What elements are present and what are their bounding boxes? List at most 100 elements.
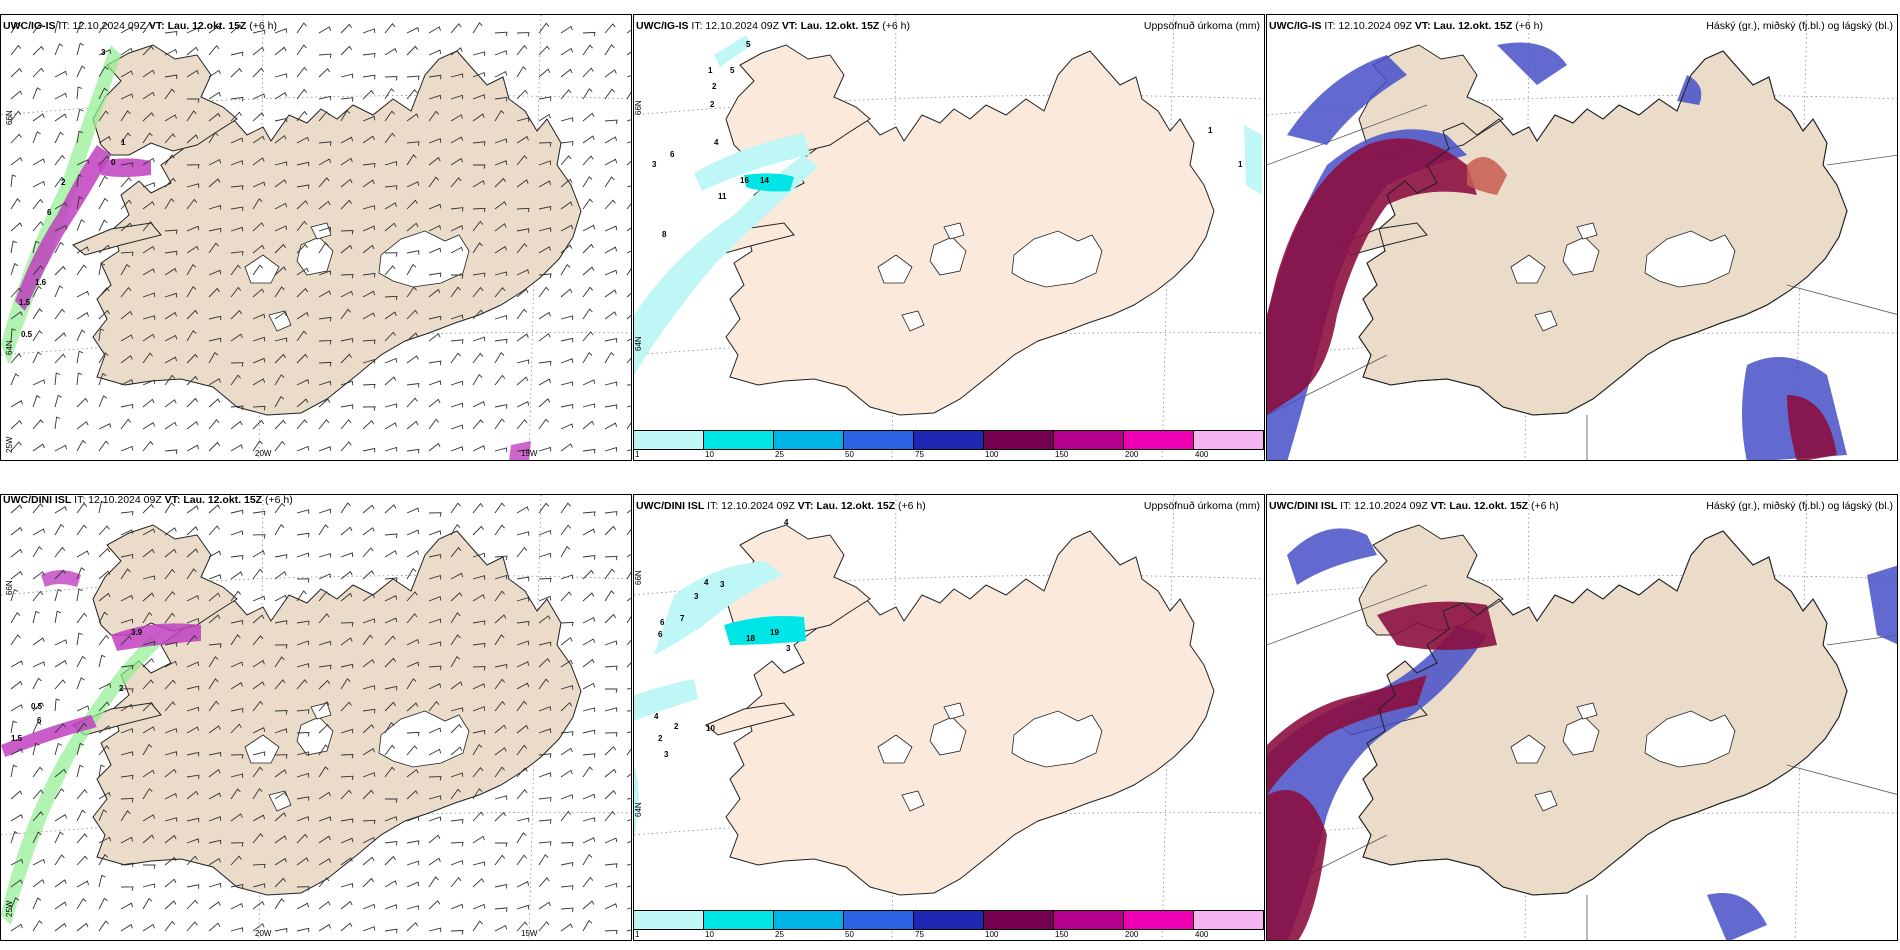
glacier-outline bbox=[310, 222, 332, 240]
wind-barb bbox=[472, 502, 484, 514]
wind-barb bbox=[32, 677, 42, 690]
wind-barbs bbox=[10, 20, 631, 454]
wind-barb bbox=[252, 112, 265, 122]
wind-barb bbox=[560, 68, 573, 78]
wind-barb bbox=[472, 352, 484, 364]
wind-barb bbox=[406, 263, 417, 276]
wind-barb bbox=[582, 707, 596, 712]
wind-barb bbox=[120, 751, 134, 756]
wind-barb bbox=[230, 111, 242, 122]
wind-barb bbox=[230, 96, 244, 102]
wind-barb bbox=[32, 637, 45, 646]
wind-barb bbox=[560, 89, 572, 100]
wind-barb bbox=[362, 244, 375, 254]
wind-barb bbox=[142, 45, 154, 56]
wind-barb bbox=[626, 405, 631, 408]
glacier-outline bbox=[1644, 710, 1736, 768]
panel-title: UWC/IG-IS IT: 12.10.2024 09Z VT: Lau. 12… bbox=[1269, 20, 1543, 32]
wind-barb bbox=[340, 109, 351, 122]
wind-barb bbox=[384, 701, 396, 712]
wind-barb bbox=[362, 28, 376, 34]
glacier-outline bbox=[378, 710, 470, 768]
precip-area-light bbox=[634, 765, 639, 835]
wind-barb bbox=[274, 374, 285, 386]
wind-barb bbox=[32, 721, 42, 734]
wind-barb bbox=[252, 67, 264, 78]
wind-barb bbox=[98, 745, 110, 756]
wind-barb bbox=[604, 136, 618, 144]
wind-barb bbox=[98, 701, 110, 712]
wind-barb bbox=[76, 65, 86, 78]
wind-barb bbox=[604, 337, 618, 343]
precip-amount-label: 3 bbox=[720, 580, 725, 589]
wind-barb bbox=[274, 225, 288, 232]
wind-barb bbox=[186, 420, 199, 430]
wind-barb bbox=[516, 682, 530, 690]
precip-magenta-band bbox=[1, 715, 97, 757]
precip-colorbar bbox=[634, 910, 1264, 930]
wind-barb bbox=[318, 640, 332, 646]
glacier-outline bbox=[1576, 222, 1598, 240]
wind-barb bbox=[318, 226, 332, 232]
wind-barb bbox=[428, 927, 442, 933]
wind-barb bbox=[230, 226, 244, 232]
wind-barb bbox=[164, 154, 175, 166]
wind-barb bbox=[604, 404, 618, 409]
wind-barb bbox=[10, 704, 23, 712]
wind-barb bbox=[164, 198, 175, 210]
wind-barb bbox=[340, 308, 352, 320]
wind-barb bbox=[76, 588, 83, 602]
wind-barb bbox=[208, 351, 219, 364]
wind-barb bbox=[76, 550, 90, 558]
precip-green-band bbox=[1, 635, 161, 925]
wind-barb bbox=[538, 333, 551, 342]
wind-barb bbox=[10, 311, 23, 320]
wind-barb bbox=[362, 819, 376, 825]
pressure-label: 3.9 bbox=[131, 628, 143, 637]
wind-barb bbox=[538, 657, 551, 668]
wind-barb bbox=[230, 251, 244, 256]
wind-barb bbox=[516, 207, 530, 213]
wind-barb bbox=[274, 898, 285, 910]
wind-barb bbox=[142, 132, 153, 144]
precip-amount-label: 1 bbox=[1208, 126, 1213, 135]
colorbar-swatch bbox=[634, 911, 704, 929]
wind-barb bbox=[230, 137, 244, 144]
wind-barb bbox=[164, 229, 178, 235]
wind-barb bbox=[318, 723, 331, 734]
wind-barb bbox=[362, 406, 376, 411]
wind-barb bbox=[10, 748, 23, 756]
precip-area-light bbox=[694, 133, 810, 191]
wind-barb bbox=[98, 135, 111, 144]
wind-barb bbox=[230, 554, 244, 560]
wind-barb bbox=[538, 180, 552, 188]
wind-barb bbox=[98, 309, 110, 320]
precip-area-mid bbox=[744, 173, 794, 192]
wind-barb bbox=[516, 724, 529, 734]
wind-barb bbox=[32, 394, 41, 408]
wind-barb bbox=[274, 812, 287, 822]
wind-barb bbox=[604, 119, 618, 125]
wind-barb bbox=[582, 308, 593, 320]
precip-amount-label: 11 bbox=[718, 192, 727, 201]
wind-barb bbox=[142, 923, 155, 932]
wind-barb bbox=[560, 423, 574, 430]
glacier-outline bbox=[1510, 254, 1546, 284]
wind-barb bbox=[362, 747, 375, 756]
wind-barb bbox=[362, 877, 374, 888]
wind-barb bbox=[164, 250, 178, 256]
wind-barb bbox=[230, 902, 244, 910]
colorbar-tick-label: 75 bbox=[915, 930, 924, 939]
wind-barb bbox=[164, 88, 175, 100]
wind-barb bbox=[472, 835, 485, 844]
wind-barb bbox=[208, 857, 221, 866]
wind-barb bbox=[362, 724, 375, 734]
wind-barb bbox=[76, 159, 90, 166]
wind-barb bbox=[76, 130, 83, 144]
wind-barb bbox=[626, 929, 631, 932]
wind-barb bbox=[494, 447, 508, 452]
wind-barb bbox=[340, 380, 354, 386]
wind-barb bbox=[362, 162, 376, 168]
wind-barb bbox=[164, 74, 178, 80]
wind-barb bbox=[252, 378, 266, 386]
